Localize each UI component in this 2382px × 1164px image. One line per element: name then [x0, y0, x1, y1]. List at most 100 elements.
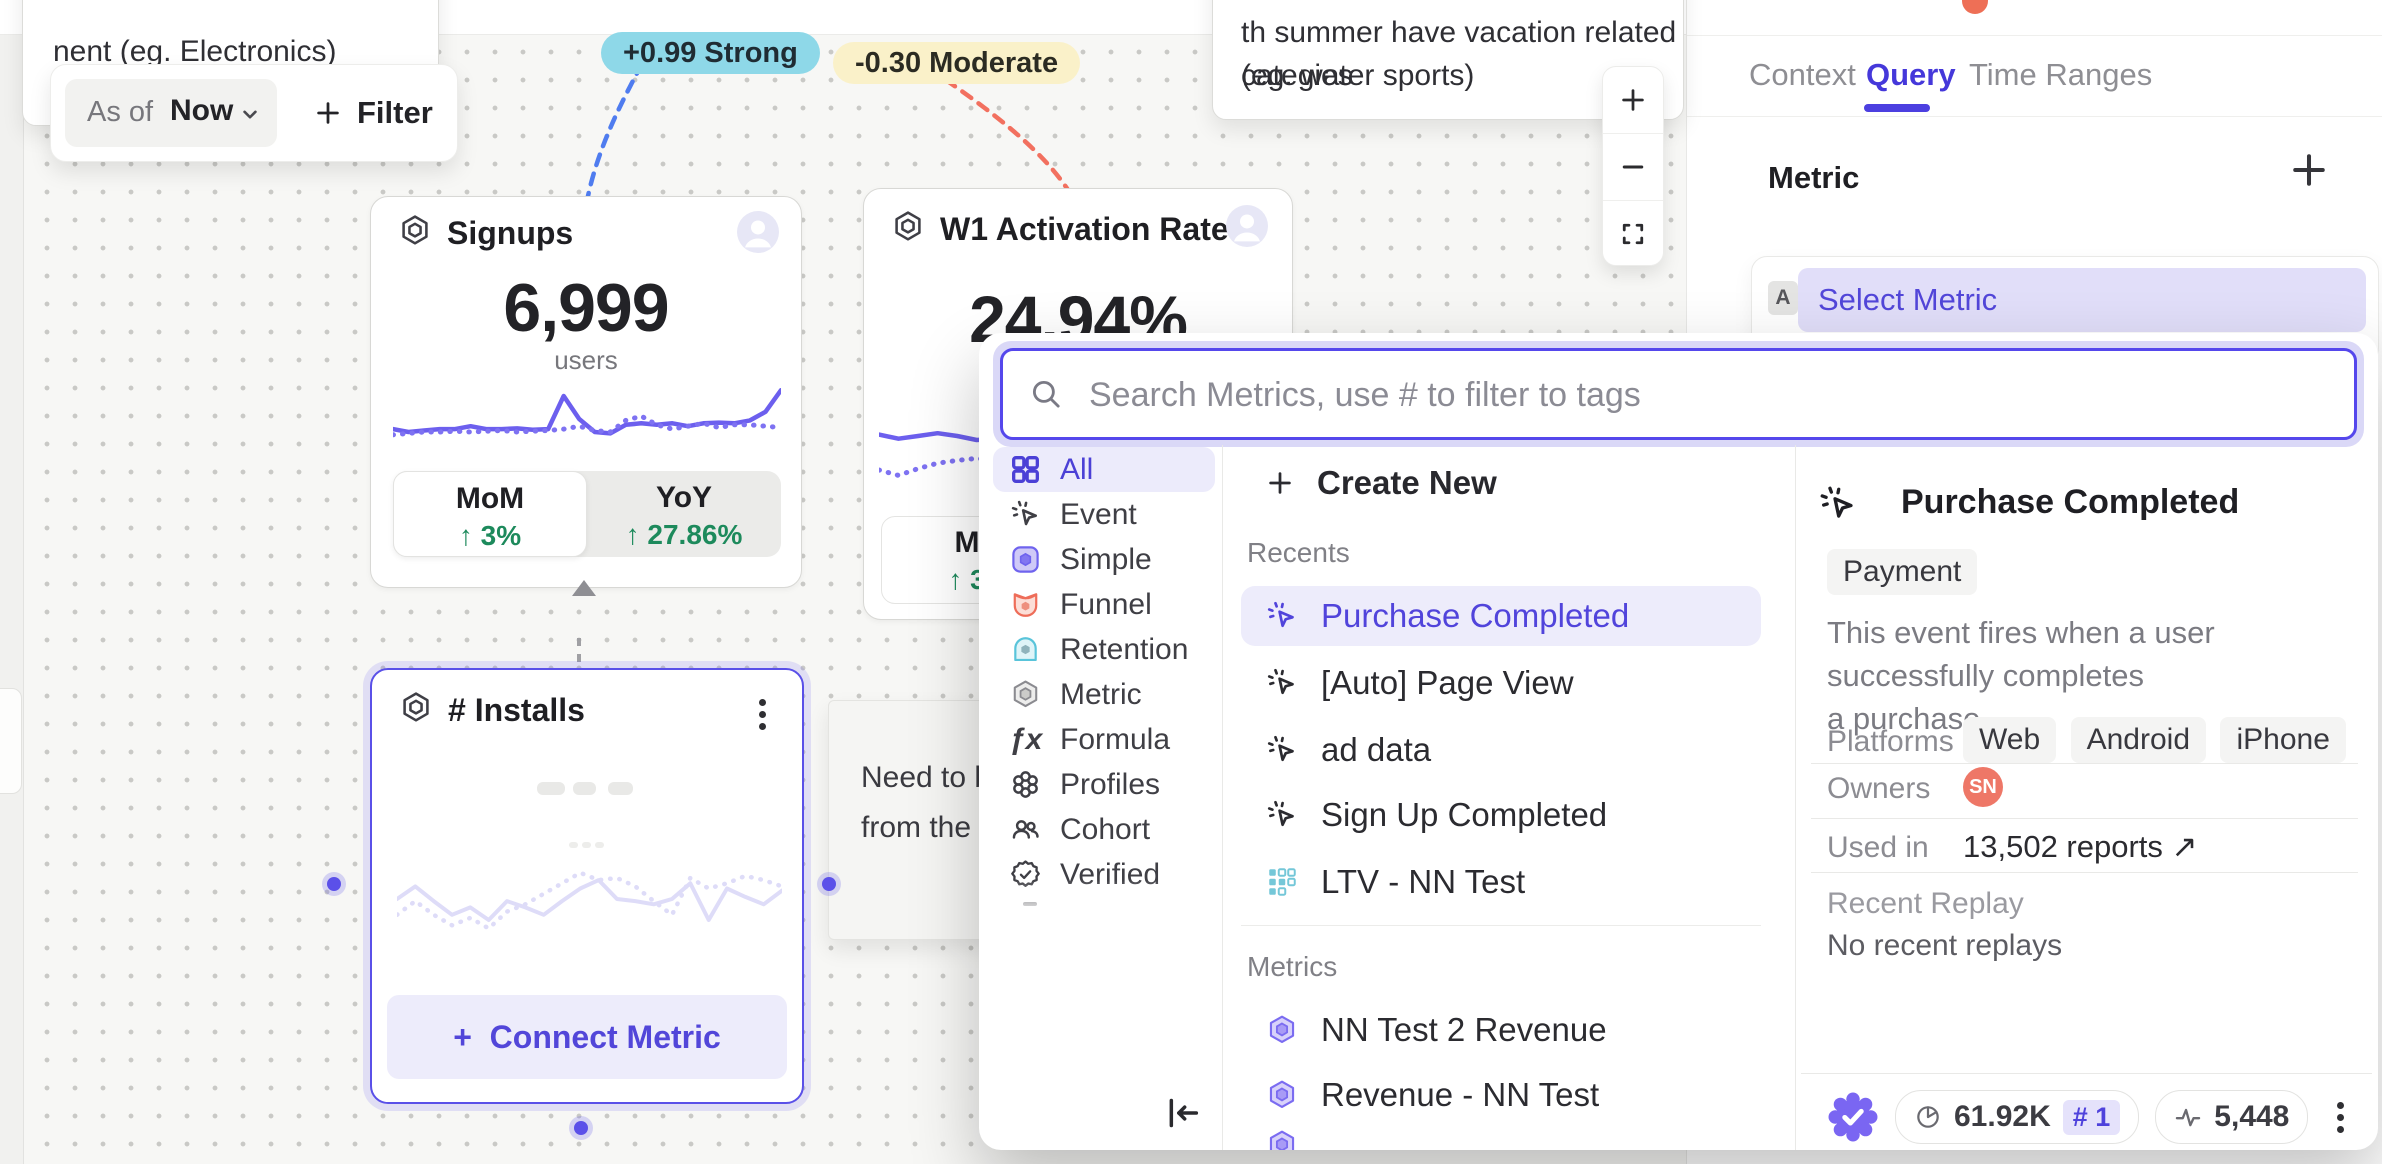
- plus-icon: [1265, 466, 1295, 500]
- correlation-badge-moderate[interactable]: -0.30 Moderate: [833, 42, 1081, 84]
- category-retention[interactable]: Retention: [993, 627, 1215, 672]
- search-input[interactable]: [1087, 351, 2334, 439]
- detail-divider: [1811, 818, 2358, 819]
- used-in-label: Used in: [1827, 831, 1929, 864]
- event-icon: [1009, 498, 1042, 531]
- mom-label: MoM: [455, 482, 525, 515]
- yoy-value: ↑ 27.86%: [625, 519, 743, 550]
- verified-badge-icon: [1827, 1091, 1879, 1143]
- pie-chart-icon: [1914, 1103, 1942, 1131]
- yoy-segment[interactable]: YoY ↑ 27.86%: [587, 471, 781, 557]
- connector-dot-left[interactable]: [327, 877, 341, 891]
- filter-label: Filter: [357, 95, 433, 130]
- description-line-2: a purchase: [1827, 701, 1981, 736]
- category-profiles[interactable]: Profiles: [993, 762, 1215, 807]
- funnel-icon: [1009, 588, 1042, 621]
- as-of-dropdown[interactable]: As of Now: [65, 79, 277, 147]
- owner-avatar[interactable]: SN: [1963, 767, 2003, 807]
- metric-card-signups[interactable]: Signups 6,999 users MoM ↑ 3% YoY ↑ 27.86…: [370, 196, 802, 588]
- as-of-label: As of: [87, 96, 154, 128]
- create-new-label: Create New: [1317, 464, 1497, 501]
- event-icon: [1265, 666, 1299, 700]
- mom-value: ↑ 3%: [458, 520, 522, 551]
- recents-heading: Recents: [1247, 537, 1350, 568]
- tab-query[interactable]: Query: [1866, 57, 1956, 92]
- as-of-value: Now: [170, 94, 234, 127]
- metric-slot-badge: A: [1768, 281, 1798, 315]
- zoom-in-button[interactable]: [1603, 67, 1663, 133]
- search-field[interactable]: [1000, 348, 2357, 440]
- formula-icon: ƒx: [1009, 722, 1043, 756]
- metric-item-revenue-nn-test[interactable]: Revenue - NN Test: [1241, 1065, 1761, 1125]
- add-metric-button[interactable]: [2287, 148, 2331, 192]
- zoom-fit-button[interactable]: [1603, 200, 1663, 267]
- category-funnel[interactable]: Funnel: [993, 582, 1215, 627]
- fullscreen-icon: [1619, 220, 1647, 248]
- retention-icon: [1009, 633, 1042, 666]
- pulse-icon: [2174, 1103, 2202, 1131]
- detail-title: Purchase Completed: [1901, 483, 2240, 521]
- collapse-sidebar-button[interactable]: [1163, 1093, 1203, 1133]
- connect-metric-button[interactable]: + Connect Metric: [387, 995, 787, 1079]
- item-label: NN Test 2 Revenue: [1321, 1011, 1607, 1048]
- connector-dot-note[interactable]: [822, 877, 836, 891]
- category-metric[interactable]: Metric: [993, 672, 1215, 717]
- metric-list-column: Create New Recents Purchase Completed [A…: [1223, 445, 1795, 1150]
- category-label: Simple: [1060, 542, 1152, 576]
- create-new-button[interactable]: Create New: [1241, 459, 1761, 507]
- select-metric-label: Select Metric: [1818, 282, 1998, 317]
- mom-segment[interactable]: MoM ↑ 3%: [393, 471, 587, 557]
- volume-stat-pill[interactable]: 61.92K # 1: [1895, 1090, 2140, 1144]
- correlation-badge-strong[interactable]: +0.99 Strong: [601, 32, 820, 74]
- category-event[interactable]: Event: [993, 492, 1215, 537]
- person-icon: [1226, 205, 1268, 247]
- used-in-link[interactable]: 13,502 reports ↗: [1963, 829, 2198, 864]
- item-label: ad data: [1321, 731, 1432, 768]
- card-menu-button[interactable]: [758, 694, 766, 735]
- sticky-note-vacation[interactable]: th summer have vacation related categies…: [1212, 0, 1684, 120]
- volume-value: 61.92K: [1954, 1100, 2051, 1133]
- card-unit: users: [554, 345, 618, 375]
- metric-card-installs[interactable]: # Installs + Connect Metric: [370, 668, 804, 1104]
- recent-item-ad-data[interactable]: ad data: [1241, 720, 1761, 780]
- category-simple[interactable]: Simple: [993, 537, 1215, 582]
- item-label: LTV - NN Test: [1321, 863, 1526, 900]
- item-label: Purchase Completed: [1321, 597, 1630, 634]
- platform-tags: Web Android iPhone: [1963, 717, 2356, 763]
- category-label: Event: [1060, 497, 1137, 531]
- category-cohort[interactable]: Cohort: [993, 807, 1215, 852]
- metric-hexagon-icon: [1265, 1128, 1299, 1150]
- connector-arrow: [572, 580, 596, 596]
- active-tab-underline: [1864, 104, 1930, 112]
- recent-item-ltv-nn-test[interactable]: LTV - NN Test: [1241, 852, 1761, 912]
- select-metric-button[interactable]: Select Metric: [1798, 268, 2366, 332]
- tag-payment[interactable]: Payment: [1827, 549, 1978, 595]
- recent-item-purchase-completed[interactable]: Purchase Completed: [1241, 586, 1761, 646]
- grid-icon: [1009, 453, 1042, 486]
- recent-item-sign-up-completed[interactable]: Sign Up Completed: [1241, 785, 1761, 845]
- item-label: [Auto] Page View: [1321, 664, 1574, 701]
- pill-label: M: [954, 526, 980, 559]
- category-label: Cohort: [1060, 812, 1151, 846]
- profiles-icon: [1009, 768, 1042, 801]
- metric-hexagon-icon: [890, 209, 926, 245]
- owners-label: Owners: [1827, 772, 1931, 805]
- tab-time-ranges[interactable]: Time Ranges: [1969, 57, 2153, 92]
- add-filter-button[interactable]: Filter: [303, 79, 443, 147]
- offscreen-card-edge: [0, 688, 22, 794]
- category-formula[interactable]: ƒx Formula: [993, 717, 1215, 762]
- detail-menu-button[interactable]: [2336, 1097, 2344, 1138]
- footer-divider: [1801, 1073, 2372, 1074]
- metric-section-heading: Metric: [1768, 160, 1860, 195]
- zoom-out-button[interactable]: [1603, 133, 1663, 200]
- tab-context[interactable]: Context: [1749, 57, 1856, 92]
- query-count-pill[interactable]: 5,448: [2155, 1090, 2309, 1144]
- metric-item-nn-test-2-revenue[interactable]: NN Test 2 Revenue: [1241, 1000, 1761, 1060]
- placeholder-dash: [569, 842, 578, 848]
- card-title: W1 Activation Rate: [940, 211, 1229, 247]
- metric-icon: [1009, 678, 1042, 711]
- connector-dot-bottom[interactable]: [574, 1121, 588, 1135]
- recent-item-auto-page-view[interactable]: [Auto] Page View: [1241, 653, 1761, 713]
- sparkline-current: [390, 383, 784, 455]
- category-all[interactable]: All: [993, 447, 1215, 492]
